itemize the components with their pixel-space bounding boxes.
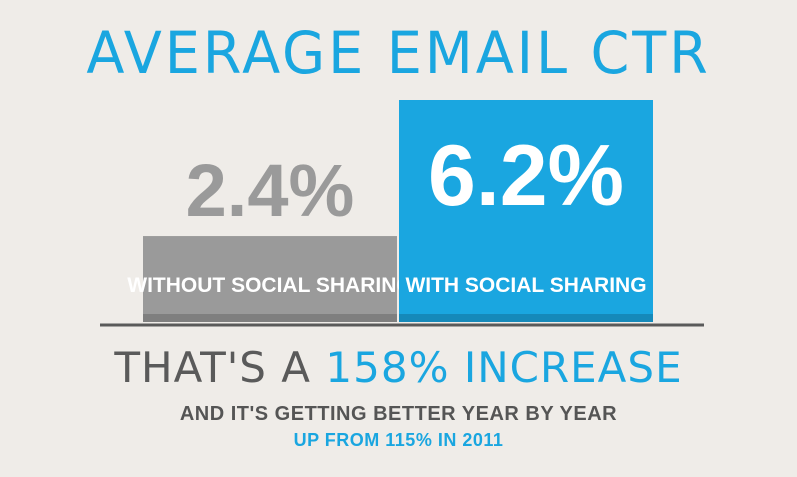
headline-prefix: THAT'S A: [114, 343, 326, 392]
trend-note: UP FROM 115% IN 2011: [293, 430, 504, 450]
value-label: 2.4%: [186, 149, 355, 232]
bar-base-band: [399, 314, 653, 322]
category-label: WITH SOCIAL SHARING: [405, 274, 646, 297]
category-label: WITHOUT SOCIAL SHARING: [127, 274, 412, 297]
chart-title: AVERAGE EMAIL CTR: [86, 19, 711, 87]
subtitle: AND IT'S GETTING BETTER YEAR BY YEAR: [179, 403, 618, 425]
bar-chart: WITHOUT SOCIAL SHARING 2.4% WITH SOCIAL SH…: [100, 100, 704, 327]
bar-with-social-sharing: [399, 100, 653, 322]
bar-base-band: [143, 314, 397, 322]
bar-without-social-sharing: [143, 236, 397, 322]
headline-increase: 158% INCREASE: [325, 343, 683, 392]
value-label: 6.2%: [428, 128, 624, 224]
headline: THAT'S A 158% INCREASE: [0, 347, 797, 389]
